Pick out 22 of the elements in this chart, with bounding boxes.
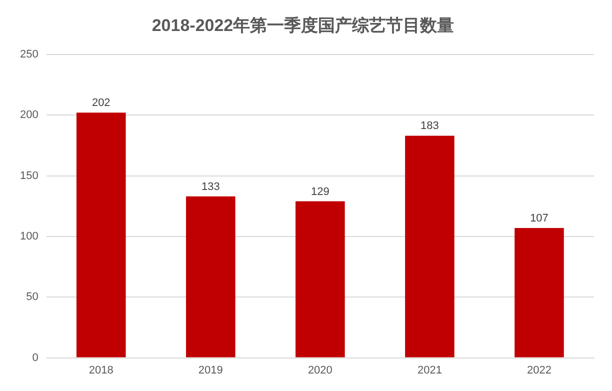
data-label: 183 [420,120,439,132]
y-tick-label: 100 [20,230,38,242]
x-tick-label: 2018 [88,364,114,376]
y-tick-label: 250 [20,48,38,60]
x-tick-label: 2020 [308,364,332,376]
y-tick-label: 150 [20,170,38,182]
x-tick-label: 2019 [198,364,223,376]
x-tick-label: 2022 [526,364,552,376]
x-tick-label: 2021 [417,364,442,376]
data-label: 202 [92,97,110,110]
bar [76,112,126,358]
data-label: 133 [201,180,220,193]
data-label: 129 [310,186,330,198]
y-tick-label: 200 [20,109,38,122]
bar [186,196,236,358]
y-tick-label: 50 [26,291,38,304]
bar [296,201,345,358]
data-label: 107 [530,212,548,224]
bar [514,228,564,358]
chart-title: 2018-2022年第一季度国产综艺节目数量 [152,16,454,35]
y-tick-label: 0 [32,352,38,364]
bar [405,136,454,358]
